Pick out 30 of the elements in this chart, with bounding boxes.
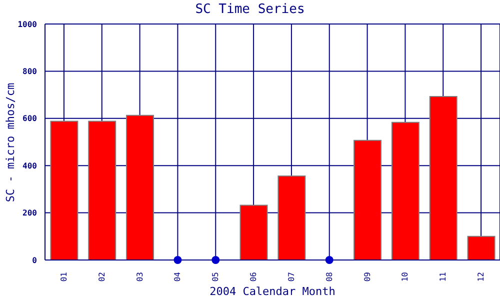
y-tick-label: 0 xyxy=(32,256,38,265)
x-tick-label: 02 xyxy=(97,272,106,282)
x-tick-label: 10 xyxy=(400,272,410,282)
y-tick-label: 400 xyxy=(22,161,38,170)
x-tick-label: 09 xyxy=(362,272,372,282)
bar xyxy=(391,122,420,260)
x-tick-label: 11 xyxy=(438,272,448,282)
y-tick-label: 200 xyxy=(22,208,38,218)
bar xyxy=(50,120,78,260)
bar xyxy=(278,175,306,260)
x-tick-label: 12 xyxy=(476,272,486,282)
x-tick-label: 07 xyxy=(286,272,296,282)
x-tick-label: 04 xyxy=(173,272,182,282)
bar xyxy=(429,96,458,260)
x-tick-label: 03 xyxy=(135,272,144,282)
y-axis-title: SC - micro mhos/cm xyxy=(4,82,18,202)
bar xyxy=(354,140,382,260)
x-tick-label: 01 xyxy=(59,272,68,282)
bar xyxy=(240,204,268,260)
x-axis-title: 2004 Calendar Month xyxy=(208,285,336,298)
x-tick-label: 06 xyxy=(249,272,258,282)
y-tick-label: 600 xyxy=(22,114,38,124)
y-tick-label: 800 xyxy=(22,67,38,76)
y-tick-label: 1000 xyxy=(18,20,38,29)
bar xyxy=(467,236,496,260)
bar xyxy=(88,120,116,260)
x-tick-label: 05 xyxy=(211,272,220,282)
bar xyxy=(126,114,154,260)
chart-title: SC Time Series xyxy=(194,2,306,17)
x-tick-label: 08 xyxy=(324,272,334,282)
